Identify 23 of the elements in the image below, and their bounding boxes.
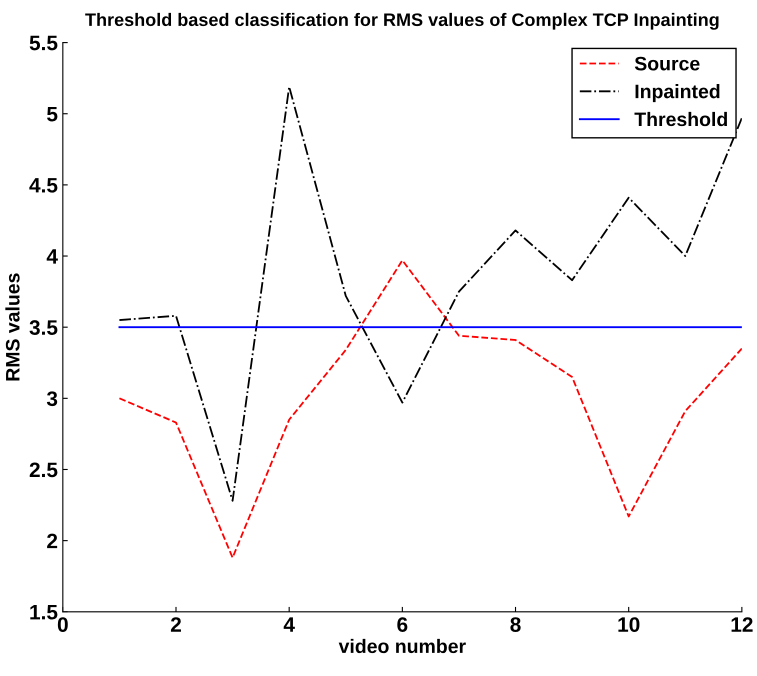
- x-tick-label: 2: [170, 617, 181, 632]
- y-tick-label: 2.5: [30, 462, 58, 478]
- x-tick-label: 10: [618, 617, 640, 632]
- x-tick-label: 8: [510, 617, 521, 632]
- y-tick-label: 1.5: [30, 604, 58, 620]
- chart-title: Threshold based classification for RMS values of Complex TCP Inpainting: [85, 12, 719, 30]
- y-tick-label: 3.5: [29, 320, 58, 335]
- y-tick-label: 5: [47, 106, 58, 122]
- legend-label: Threshold: [634, 112, 727, 126]
- y-tick-label: 4.5: [29, 178, 58, 193]
- x-tick-label: 0: [58, 617, 68, 632]
- y-tick-label: 3: [46, 391, 58, 406]
- x-tick-label: 12: [732, 617, 753, 632]
- legend-label: Source: [634, 56, 700, 70]
- line-series: [118, 259, 742, 559]
- y-axis-title: RMS values: [5, 273, 20, 380]
- y-tick-label: 2: [47, 534, 58, 548]
- x-tick-label: 6: [397, 617, 408, 632]
- x-tick-label: 4: [284, 617, 295, 632]
- y-tick-label: 4: [46, 249, 58, 264]
- y-tick-label: 5.5: [30, 36, 58, 50]
- legend-label: Inpainted: [636, 84, 720, 102]
- x-axis-title: video number: [338, 638, 466, 654]
